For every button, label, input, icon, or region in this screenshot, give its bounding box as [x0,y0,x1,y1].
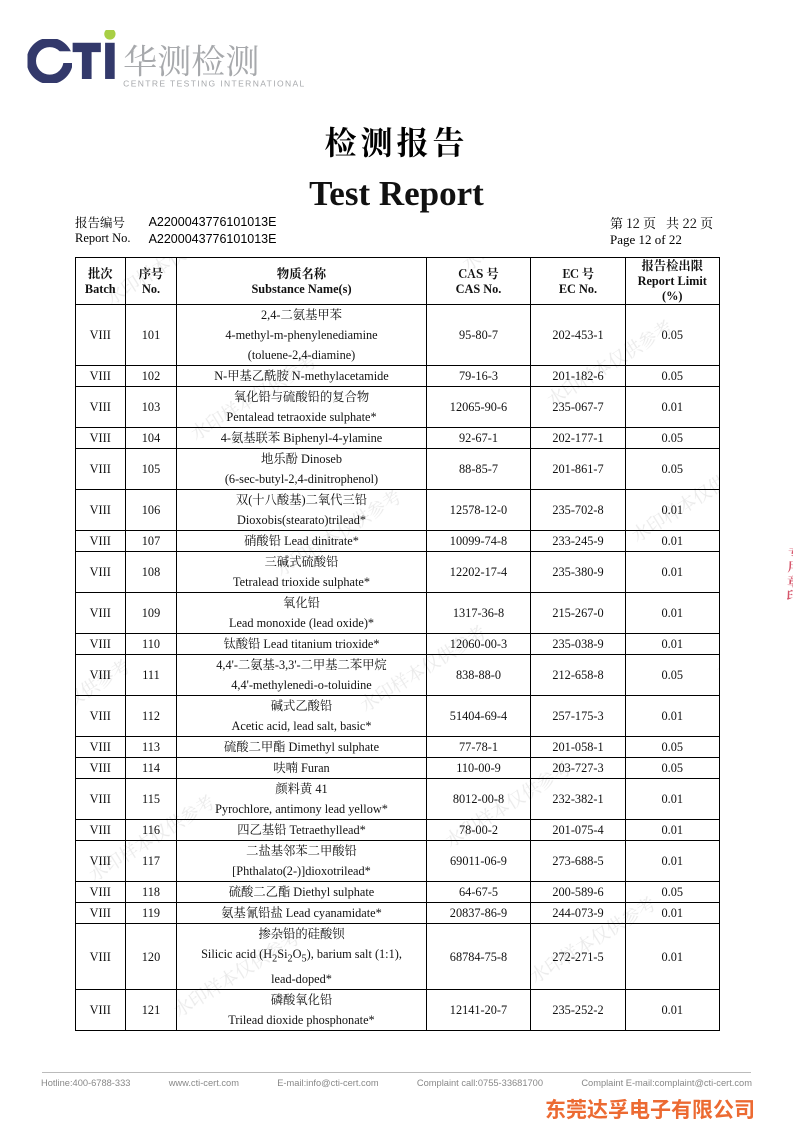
svg-text:CENTRE TESTING INTERNATIONAL: CENTRE TESTING INTERNATIONAL [123,78,305,88]
svg-text:华测检测: 华测检测 [123,35,259,84]
